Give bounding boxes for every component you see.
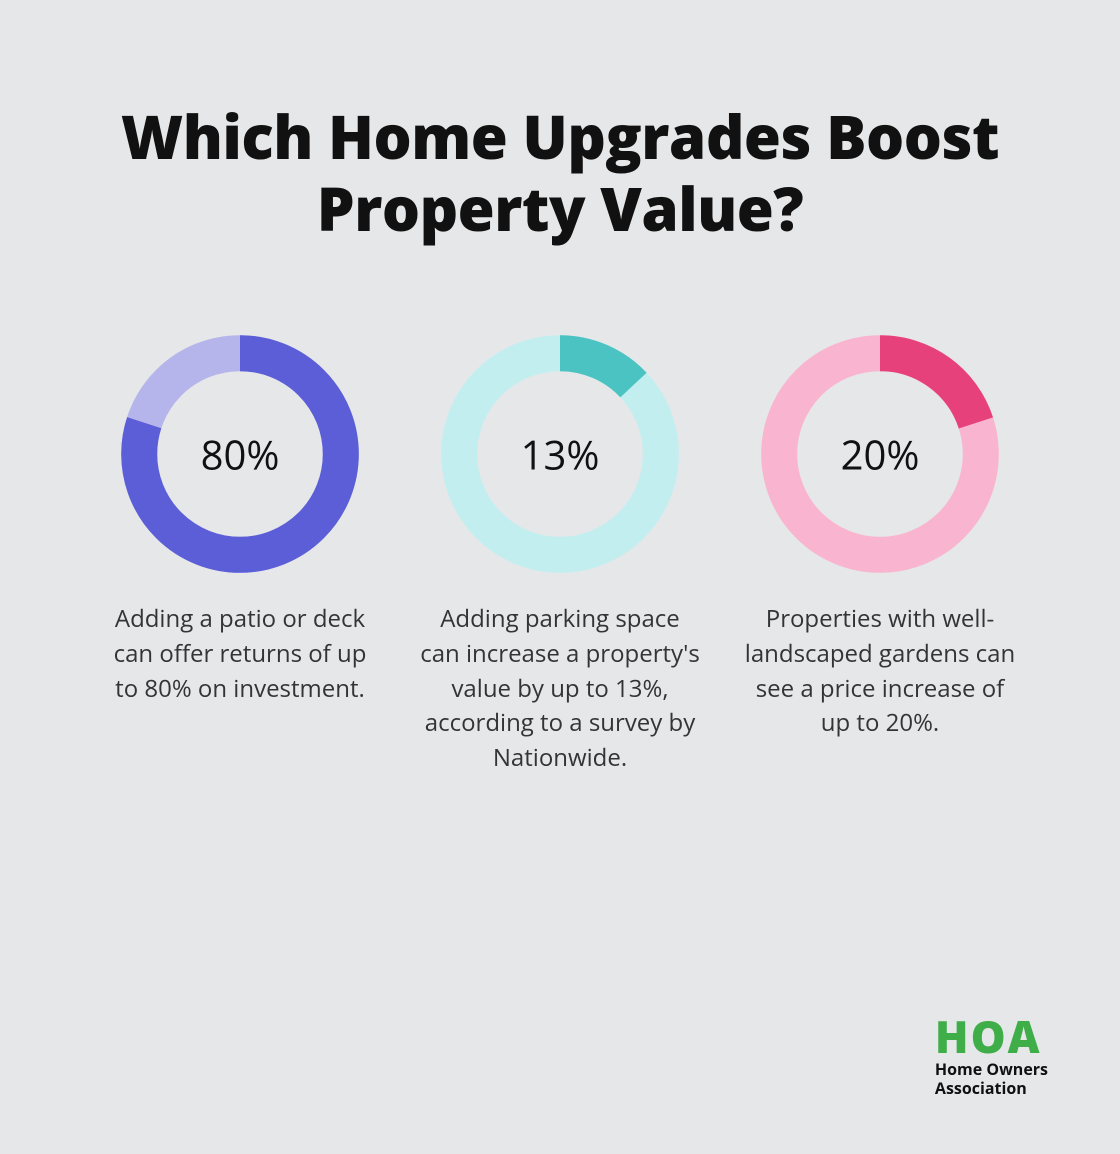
donut-patio: 80% [120, 334, 360, 574]
stats-row: 80% Adding a patio or deck can offer ret… [100, 334, 1020, 776]
infographic-container: Which Home Upgrades Boost Property Value… [0, 0, 1120, 776]
stat-parking: 13% Adding parking space can increase a … [420, 334, 700, 776]
logo-acronym: HOA [935, 1014, 1048, 1058]
logo: HOA Home Owners Association [935, 1014, 1048, 1098]
stat-description: Properties with well-landscaped gardens … [740, 602, 1020, 741]
page-title: Which Home Upgrades Boost Property Value… [100, 100, 1020, 244]
donut-garden: 20% [760, 334, 1000, 574]
stat-garden: 20% Properties with well-landscaped gard… [740, 334, 1020, 776]
stat-patio: 80% Adding a patio or deck can offer ret… [100, 334, 380, 776]
donut-value-label: 13% [521, 427, 600, 482]
stat-description: Adding parking space can increase a prop… [420, 602, 700, 776]
logo-subtitle-line2: Association [935, 1079, 1048, 1098]
donut-value-label: 20% [841, 427, 920, 482]
logo-subtitle-line1: Home Owners [935, 1060, 1048, 1079]
donut-parking: 13% [440, 334, 680, 574]
stat-description: Adding a patio or deck can offer returns… [100, 602, 380, 706]
donut-value-label: 80% [201, 427, 280, 482]
